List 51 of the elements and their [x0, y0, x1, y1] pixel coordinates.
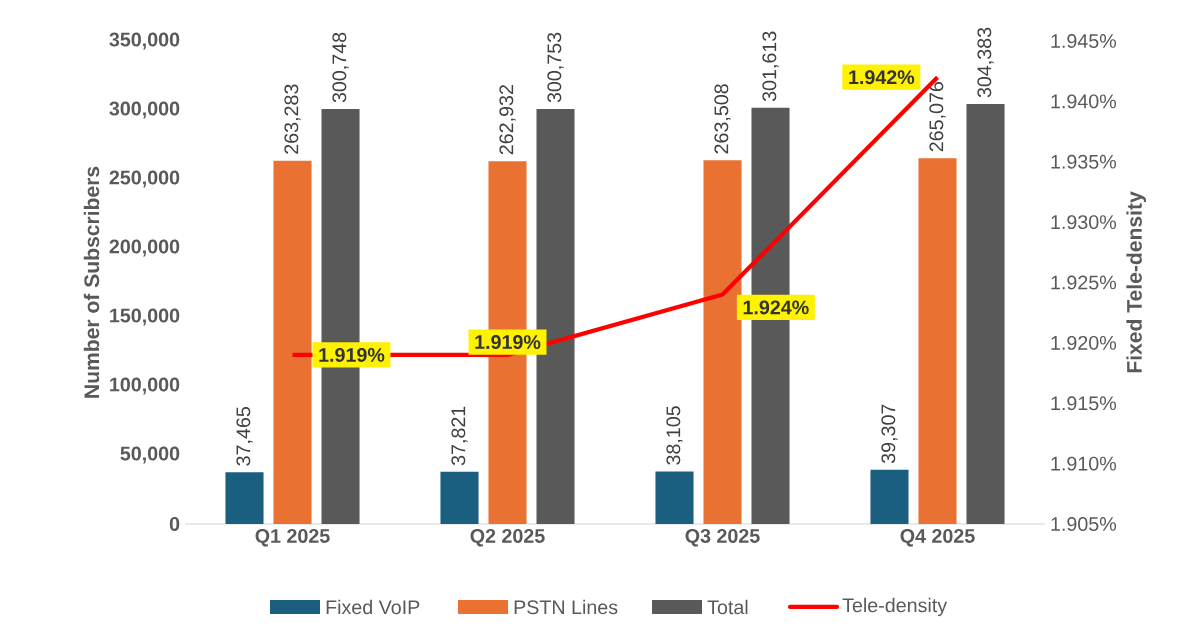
- legend-label: PSTN Lines: [514, 599, 618, 615]
- y-tick-label: 250,000: [109, 170, 180, 188]
- legend-label: Tele-density: [842, 597, 948, 617]
- y2-tick-label: 1.910%: [1051, 456, 1117, 471]
- x-tick-label: Q2 2025: [470, 528, 545, 547]
- bar: [225, 472, 264, 524]
- data-label: 300,748: [332, 32, 349, 103]
- legend-label: Fixed VoIP: [326, 599, 420, 615]
- y-tick-label: 50,000: [120, 446, 180, 464]
- y-tick-label: 300,000: [109, 101, 180, 119]
- x-tick-label: Q1 2025: [255, 528, 330, 547]
- bar: [918, 158, 957, 524]
- y2-tick-label: 1.945%: [1051, 34, 1117, 48]
- data-label: 263,283: [284, 84, 301, 154]
- data-label: 38,105: [666, 406, 683, 465]
- x-tick-label: Q3 2025: [685, 528, 760, 547]
- y-tick-label: 150,000: [110, 308, 180, 326]
- data-label: 39,307: [881, 404, 898, 464]
- bar: [870, 469, 909, 524]
- bar: [966, 103, 1005, 524]
- y2-tick-label: 1.925%: [1051, 275, 1117, 290]
- y2-tick-label: 1.920%: [1051, 335, 1117, 350]
- y-tick-label: 100,000: [110, 377, 180, 395]
- y-axis-title: Number of Subscribers: [83, 166, 100, 398]
- data-label: 1.919%: [475, 335, 541, 350]
- bar: [273, 160, 312, 524]
- data-label: 1.919%: [319, 347, 385, 362]
- data-label: 37,465: [236, 407, 253, 466]
- y2-axis-title: Fixed Tele-density: [1126, 191, 1147, 373]
- bar: [440, 471, 479, 524]
- data-label: 265,076: [929, 82, 946, 152]
- y2-tick-label: 1.935%: [1051, 154, 1117, 169]
- y2-tick-label: 1.940%: [1051, 94, 1117, 109]
- y-tick-label: 200,000: [109, 239, 180, 257]
- data-label: 1.924%: [743, 300, 809, 315]
- y-tick-label: 350,000: [109, 32, 180, 50]
- data-label: 1.942%: [849, 70, 915, 85]
- y2-tick-label: 1.915%: [1051, 396, 1117, 411]
- bar: [703, 160, 742, 524]
- data-label: 263,508: [714, 84, 731, 154]
- data-label: 300,753: [547, 32, 564, 103]
- x-tick-label: Q4 2025: [900, 528, 975, 547]
- y2-tick-label: 1.905%: [1051, 517, 1117, 531]
- data-label: 301,613: [762, 31, 779, 102]
- data-label: 262,932: [499, 85, 516, 155]
- bar: [655, 471, 694, 524]
- y-tick-label: 0: [169, 517, 180, 531]
- data-label: 37,821: [451, 406, 468, 466]
- y2-tick-label: 1.930%: [1051, 215, 1117, 230]
- legend-label: Total: [707, 599, 748, 615]
- data-label: 304,383: [977, 27, 994, 98]
